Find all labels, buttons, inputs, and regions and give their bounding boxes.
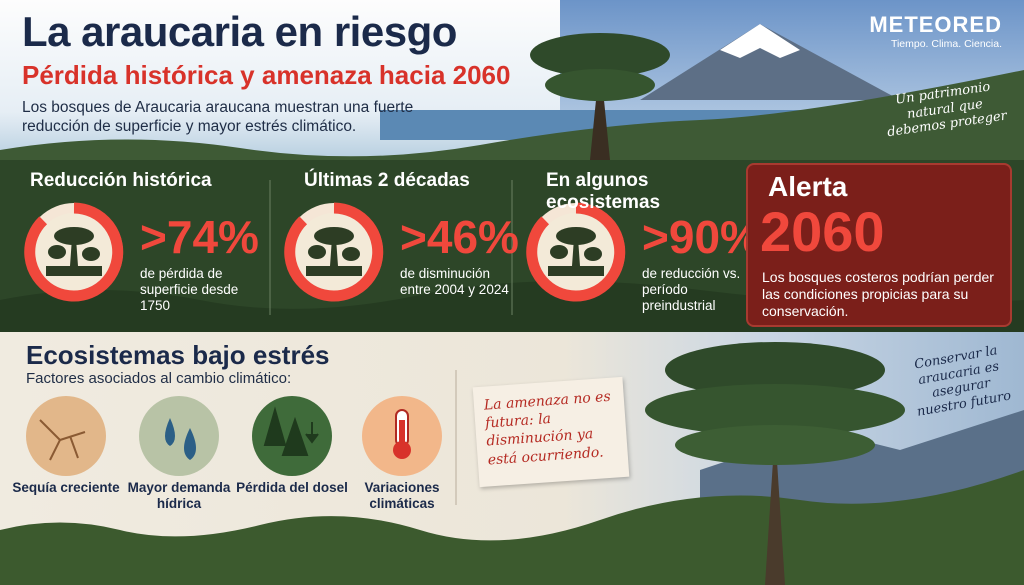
icon-water — [139, 396, 219, 476]
stat-text: de disminución entre 2004 y 2024 — [400, 266, 509, 298]
forest-top — [0, 70, 1024, 165]
factor-label: Sequía creciente — [12, 480, 120, 495]
ring-icon — [548, 238, 604, 276]
ring-icon — [48, 245, 66, 259]
icon-trees — [263, 406, 319, 456]
stat-text: de pérdida de superficie desde 1750 — [140, 266, 239, 314]
icon-drops — [165, 418, 196, 460]
big-tree-crown — [665, 342, 885, 398]
icon-mercury — [399, 420, 405, 450]
ring-icon — [550, 245, 568, 259]
stat-value: >74% — [140, 211, 259, 263]
stat-value: >90% — [642, 211, 761, 263]
alert-box: Alerta 2060 Los bosques costeros podrían… — [746, 163, 1012, 327]
title: La araucaria en riesgo — [22, 8, 457, 55]
snow — [720, 24, 800, 58]
ring — [284, 202, 384, 302]
alert-year: 2060 — [760, 200, 885, 263]
ring-icon — [82, 247, 100, 261]
ring-icon — [342, 247, 360, 261]
ring — [24, 202, 124, 302]
ring-icon — [556, 227, 596, 245]
brand: METEORED Tiempo. Clima. Ciencia. — [869, 12, 1002, 50]
ring-icon — [54, 227, 94, 245]
alert-label: Alerta — [768, 171, 848, 202]
brand-name: METEORED — [869, 12, 1002, 37]
tree-trunk — [590, 60, 610, 160]
alert-text: Los bosques costeros podrían perder las … — [762, 269, 994, 319]
stat-text: de reducción vs. período preindustrial — [642, 266, 741, 314]
ring — [526, 202, 626, 302]
factor-icons — [26, 396, 442, 476]
factor-label: Pérdida del dosel — [236, 480, 348, 495]
subtitle: Pérdida histórica y amenaza hacia 2060 — [22, 60, 511, 90]
ring-icon — [46, 238, 102, 276]
big-tree-crown — [645, 384, 905, 436]
big-tree-crown — [675, 425, 875, 465]
ring-icon — [314, 227, 354, 245]
icon-cracks — [39, 419, 86, 461]
factor-label: Variaciones climáticas — [364, 480, 440, 512]
stat-value: >46% — [400, 211, 519, 263]
stat-heading: Reducción histórica — [30, 170, 212, 191]
stat-heading: En algunos ecosistemas — [546, 170, 661, 213]
stat-heading: Últimas 2 décadas — [304, 170, 470, 191]
tree-crown — [545, 69, 655, 101]
brand-tagline: Tiempo. Clima. Ciencia. — [890, 38, 1002, 50]
ring-icon — [306, 238, 362, 276]
tree-crown — [530, 33, 670, 77]
stress-subtitle: Factores asociados al cambio climático: — [26, 370, 292, 387]
factor-label: Mayor demanda hídrica — [127, 480, 231, 512]
volcano — [640, 24, 900, 100]
stat: En algunos ecosistemas >90% de reducción v… — [524, 170, 764, 320]
icon-drought — [26, 396, 106, 476]
rings — [24, 202, 626, 302]
stress-title: Ecosistemas bajo estrés — [26, 340, 330, 370]
stat: Últimas 2 décadas >46% de disminución entr… — [282, 170, 522, 320]
ring-icon — [308, 245, 326, 259]
quote: La amenaza no es futura: la disminución … — [472, 376, 630, 488]
big-tree-trunk — [765, 430, 785, 585]
stat: Reducción histórica >74% de pérdida de sup… — [22, 170, 262, 320]
ring-icon — [584, 247, 602, 261]
description: Los bosques de Araucaria araucana muestr… — [22, 99, 414, 136]
